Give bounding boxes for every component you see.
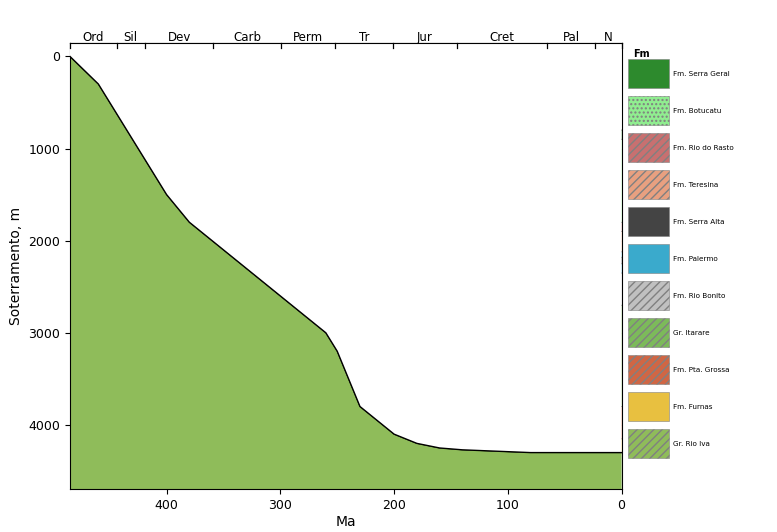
- Bar: [629, 281, 668, 310]
- Bar: [629, 392, 668, 421]
- Polygon shape: [291, 56, 622, 264]
- Text: Perm: Perm: [293, 31, 323, 44]
- Text: Ord: Ord: [82, 31, 104, 44]
- Text: Fm. Teresina: Fm. Teresina: [673, 182, 718, 188]
- Text: Dev: Dev: [167, 31, 191, 44]
- Polygon shape: [70, 38, 622, 453]
- Text: N: N: [605, 31, 613, 44]
- Text: Fm. Pta. Grossa: Fm. Pta. Grossa: [673, 367, 730, 372]
- Polygon shape: [280, 56, 622, 305]
- Polygon shape: [298, 56, 622, 257]
- Text: Fm. Palermo: Fm. Palermo: [673, 256, 718, 262]
- Polygon shape: [144, 56, 622, 439]
- Text: Jur: Jur: [417, 31, 433, 44]
- Bar: [629, 355, 668, 384]
- Bar: [629, 429, 668, 458]
- Bar: [629, 318, 668, 347]
- Polygon shape: [70, 56, 622, 489]
- Text: Gr. Itarare: Gr. Itarare: [673, 330, 709, 336]
- Bar: [629, 170, 668, 200]
- Polygon shape: [315, 56, 622, 252]
- Text: Gr. Rio Iva: Gr. Rio Iva: [673, 440, 710, 446]
- Text: Irati: Irati: [476, 269, 517, 287]
- X-axis label: Ma: Ma: [336, 515, 356, 529]
- Polygon shape: [451, 56, 622, 222]
- Text: Fm: Fm: [632, 49, 650, 59]
- Polygon shape: [326, 56, 622, 231]
- Text: Ponta Grossa: Ponta Grossa: [430, 402, 563, 420]
- Bar: [629, 60, 668, 88]
- Text: Cret: Cret: [489, 31, 514, 44]
- Bar: [629, 207, 668, 236]
- Text: Pal: Pal: [563, 31, 580, 44]
- Text: Fm. Rio Bonito: Fm. Rio Bonito: [673, 293, 725, 298]
- Text: Carb: Carb: [233, 31, 261, 44]
- Text: Fm. Rio do Rasto: Fm. Rio do Rasto: [673, 145, 733, 151]
- Text: Tr: Tr: [359, 31, 369, 44]
- Polygon shape: [75, 56, 622, 453]
- Text: Fm. Serra Alta: Fm. Serra Alta: [673, 219, 724, 225]
- Bar: [629, 244, 668, 273]
- Bar: [629, 133, 668, 162]
- Text: Fm. Botucatu: Fm. Botucatu: [673, 108, 721, 114]
- Y-axis label: Soterramento, m: Soterramento, m: [9, 207, 23, 325]
- Polygon shape: [286, 56, 622, 273]
- Polygon shape: [258, 56, 622, 406]
- Text: Sil: Sil: [124, 31, 138, 44]
- Polygon shape: [470, 56, 622, 139]
- Bar: [629, 96, 668, 126]
- Text: Fm. Furnas: Fm. Furnas: [673, 404, 713, 410]
- Text: Fm. Serra Geral: Fm. Serra Geral: [673, 71, 730, 77]
